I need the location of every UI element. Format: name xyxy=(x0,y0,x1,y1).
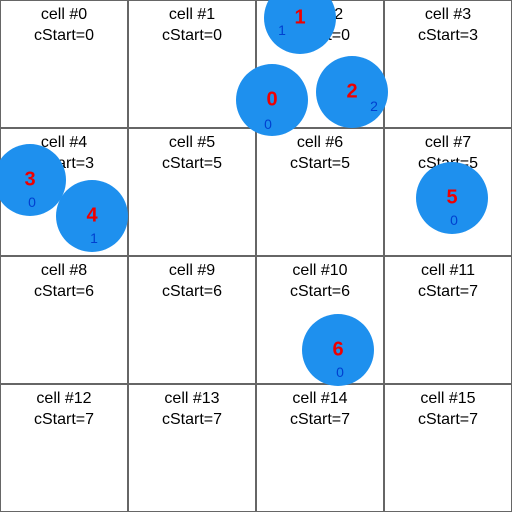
cell-id-label: cell #13 xyxy=(164,389,219,410)
particle-red-label: 4 xyxy=(86,205,97,228)
cell-id-label: cell #10 xyxy=(292,261,347,282)
cell-3: cell #3cStart=3 xyxy=(384,0,512,128)
particle-blue-label: 0 xyxy=(28,194,36,210)
particle-red-label: 5 xyxy=(446,187,457,210)
cell-8: cell #8cStart=6 xyxy=(0,256,128,384)
cell-cstart-label: cStart=0 xyxy=(34,26,94,47)
cell-cstart-label: cStart=6 xyxy=(290,282,350,303)
cell-13: cell #13cStart=7 xyxy=(128,384,256,512)
cell-id-label: cell #3 xyxy=(425,5,471,26)
cell-15: cell #15cStart=7 xyxy=(384,384,512,512)
cell-9: cell #9cStart=6 xyxy=(128,256,256,384)
cell-11: cell #11cStart=7 xyxy=(384,256,512,384)
cell-id-label: cell #1 xyxy=(169,5,215,26)
particle-red-label: 3 xyxy=(24,169,35,192)
cell-5: cell #5cStart=5 xyxy=(128,128,256,256)
particle-blue-label: 0 xyxy=(336,364,344,380)
cell-id-label: cell #15 xyxy=(420,389,475,410)
particle-blue-label: 0 xyxy=(450,212,458,228)
cell-id-label: cell #7 xyxy=(425,133,471,154)
particle-red-label: 1 xyxy=(294,7,305,30)
particle-red-label: 0 xyxy=(266,89,277,112)
cell-cstart-label: cStart=6 xyxy=(34,282,94,303)
cell-cstart-label: cStart=5 xyxy=(290,154,350,175)
cell-id-label: cell #8 xyxy=(41,261,87,282)
cell-cstart-label: cStart=3 xyxy=(418,26,478,47)
cell-0: cell #0cStart=0 xyxy=(0,0,128,128)
particle-blue-label: 0 xyxy=(264,116,272,132)
cell-cstart-label: cStart=7 xyxy=(34,410,94,431)
cell-cstart-label: cStart=5 xyxy=(162,154,222,175)
cell-id-label: cell #9 xyxy=(169,261,215,282)
particle-blue-label: 1 xyxy=(278,22,286,38)
cell-id-label: cell #5 xyxy=(169,133,215,154)
particle-red-label: 2 xyxy=(346,81,357,104)
cell-cstart-label: cStart=0 xyxy=(162,26,222,47)
cell-14: cell #14cStart=7 xyxy=(256,384,384,512)
cell-cstart-label: cStart=7 xyxy=(418,410,478,431)
particle-blue-label: 1 xyxy=(90,230,98,246)
cell-6: cell #6cStart=5 xyxy=(256,128,384,256)
cell-id-label: cell #11 xyxy=(421,261,475,282)
cell-id-label: cell #0 xyxy=(41,5,87,26)
particle-red-label: 6 xyxy=(332,339,343,362)
cell-id-label: cell #12 xyxy=(36,389,91,410)
cell-id-label: cell #14 xyxy=(292,389,347,410)
cell-cstart-label: cStart=6 xyxy=(162,282,222,303)
cell-id-label: cell #6 xyxy=(297,133,343,154)
cell-12: cell #12cStart=7 xyxy=(0,384,128,512)
particle-blue-label: 2 xyxy=(370,98,378,114)
cell-cstart-label: cStart=7 xyxy=(418,282,478,303)
cell-cstart-label: cStart=7 xyxy=(290,410,350,431)
cell-cstart-label: cStart=7 xyxy=(162,410,222,431)
